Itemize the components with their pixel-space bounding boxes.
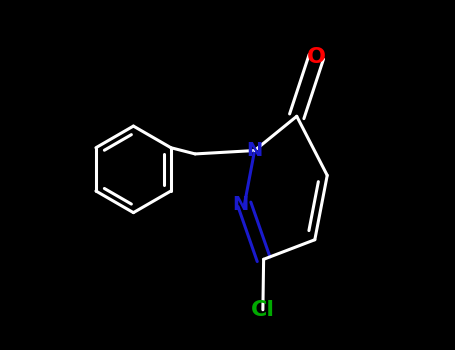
Text: N: N <box>247 141 263 160</box>
Text: Cl: Cl <box>251 300 275 320</box>
Text: O: O <box>307 47 326 67</box>
Text: N: N <box>233 195 249 214</box>
